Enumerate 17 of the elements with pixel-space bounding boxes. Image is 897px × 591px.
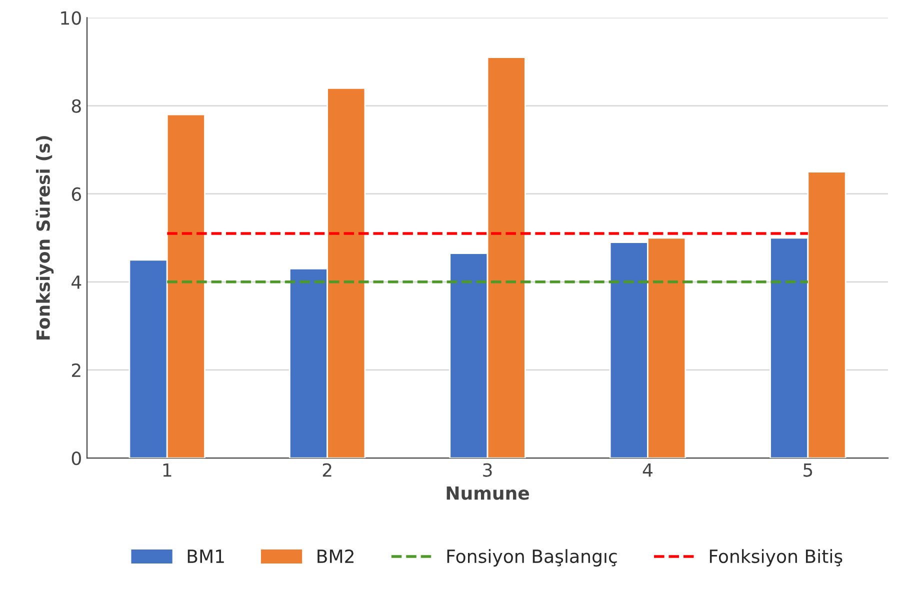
legend-label: BM2 [318, 549, 354, 563]
legend-label: BM1 [188, 550, 224, 563]
legend-label: Fonsiyon Başlangıç [447, 549, 617, 567]
x-tick-label: 2 [322, 463, 332, 477]
x-tick-label: 3 [483, 463, 492, 477]
y-tick-label: 8 [72, 99, 81, 113]
y-tick-label: 2 [72, 363, 80, 377]
x-axis-title: Numune [446, 486, 530, 500]
x-tick-label: 1 [163, 463, 172, 477]
y-tick-label: 4 [72, 276, 82, 289]
y-tick-label: 6 [72, 187, 82, 201]
y-axis-title: Fonksiyon Süresi (s) [36, 136, 54, 340]
legend-label: Fonksiyon Bitiş [710, 549, 842, 567]
x-tick-label: 5 [804, 463, 812, 477]
y-tick-label: 10 [61, 11, 81, 25]
x-tick-label: 4 [642, 463, 652, 477]
y-tick-label: 0 [72, 451, 81, 466]
